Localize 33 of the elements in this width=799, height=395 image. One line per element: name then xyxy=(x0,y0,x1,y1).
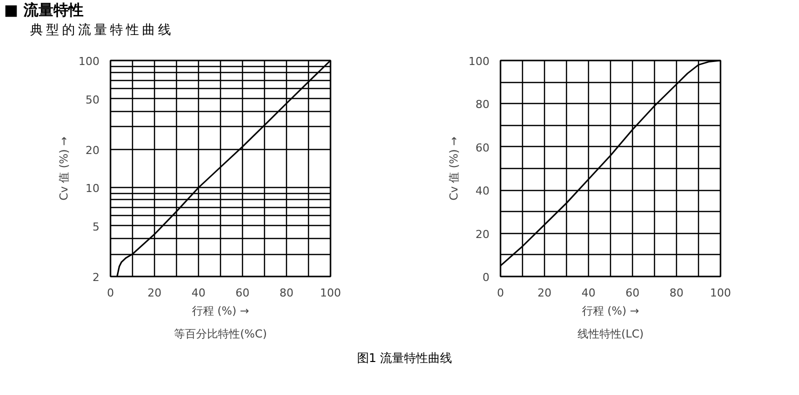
x-axis-title: 行程 (%) → xyxy=(582,304,640,318)
x-tick-label: 80 xyxy=(280,286,294,300)
caption: 图1 流量特性曲线 xyxy=(356,350,452,367)
text: 典型的流量特性曲线 xyxy=(30,22,174,40)
y-axis-title: Cv 值 (%) → xyxy=(58,136,71,200)
text: ■ 流量特性 xyxy=(4,0,84,21)
x-axis-title: 行程 (%) → xyxy=(192,304,250,318)
y-tick-label: 100 xyxy=(78,55,100,68)
y-tick-label: 20 xyxy=(476,228,490,241)
y-tick-label: 50 xyxy=(86,93,100,106)
text: 等百分比特性(%C) xyxy=(174,328,267,340)
x-tick-label: 60 xyxy=(236,286,250,300)
y-tick-label: 60 xyxy=(476,141,490,154)
x-tick-label: 100 xyxy=(710,286,731,300)
x-tick-label: 100 xyxy=(320,286,341,300)
x-tick-label: 0 xyxy=(497,286,504,300)
y-tick-label: 0 xyxy=(482,271,490,284)
y-tick-label: 5 xyxy=(92,220,100,234)
x-tick-label: 40 xyxy=(582,286,596,300)
x-tick-label: 20 xyxy=(148,286,162,300)
x-tick-label: 20 xyxy=(538,286,552,300)
x-tick-label: 60 xyxy=(626,286,640,300)
y-tick-label: 100 xyxy=(468,55,490,68)
y-tick-label: 40 xyxy=(476,184,490,198)
y-axis-title: Cv 值 (%) → xyxy=(448,136,461,200)
y-tick-label: 10 xyxy=(86,182,100,196)
x-tick-label: 80 xyxy=(670,286,684,300)
x-tick-label: 0 xyxy=(107,286,114,300)
x-tick-label: 40 xyxy=(192,286,206,300)
text: 线性特性(LC) xyxy=(577,328,644,340)
y-tick-label: 80 xyxy=(476,98,490,112)
y-tick-label: 2 xyxy=(92,271,100,284)
y-tick-label: 20 xyxy=(86,144,100,157)
